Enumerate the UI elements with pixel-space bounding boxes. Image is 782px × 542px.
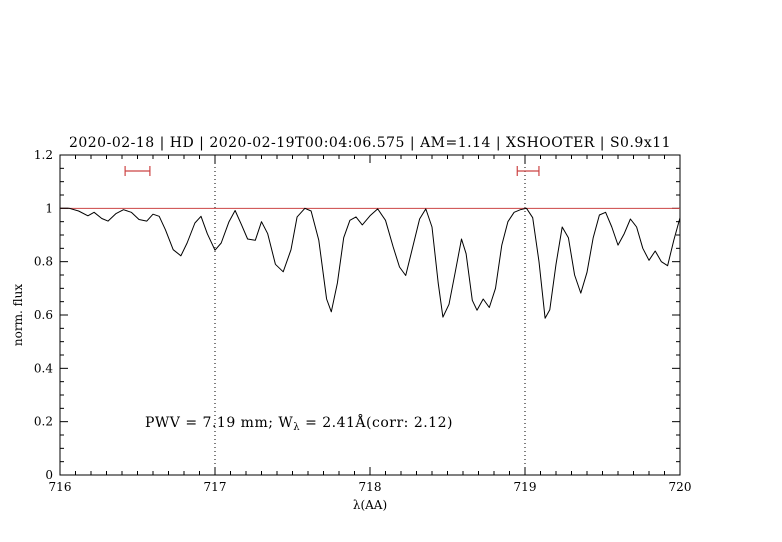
y-tick-label: 0.4 [34, 361, 53, 375]
pwv-annotation-subscript: λ [293, 422, 300, 433]
y-tick-label: 1.2 [34, 148, 53, 162]
y-tick-label: 0.6 [34, 308, 53, 322]
pwv-annotation-suffix: = 2.41Å(corr: 2.12) [300, 413, 453, 431]
x-tick-label: 716 [49, 480, 72, 494]
telluric-range-marker [516, 166, 540, 176]
plot-content [60, 155, 681, 475]
x-axis-label: λ(AA) [353, 498, 387, 512]
x-tick-label: 719 [514, 480, 537, 494]
spectrum-line [60, 207, 681, 319]
pwv-annotation-prefix: PWV = 7.19 mm; W [145, 415, 293, 431]
y-tick-label: 0 [45, 468, 53, 482]
axes: 716 717 718 719 720 0 0.2 0.4 0.6 0.8 1 1.2 [34, 148, 692, 494]
y-tick-label: 0.8 [34, 255, 53, 269]
x-tick-label: 718 [359, 480, 382, 494]
y-tick-label: 0.2 [34, 415, 53, 429]
pwv-annotation: PWV = 7.19 mm; Wλ = 2.41Å(corr: 2.12) [145, 413, 453, 433]
x-tick-label: 720 [669, 480, 692, 494]
plot-title: 2020-02-18 | HD | 2020-02-19T00:04:06.57… [69, 135, 671, 151]
x-tick-label: 717 [204, 480, 227, 494]
y-axis-label: norm. flux [11, 284, 25, 346]
y-tick-label: 1 [45, 201, 53, 215]
telluric-range-marker [124, 166, 151, 176]
